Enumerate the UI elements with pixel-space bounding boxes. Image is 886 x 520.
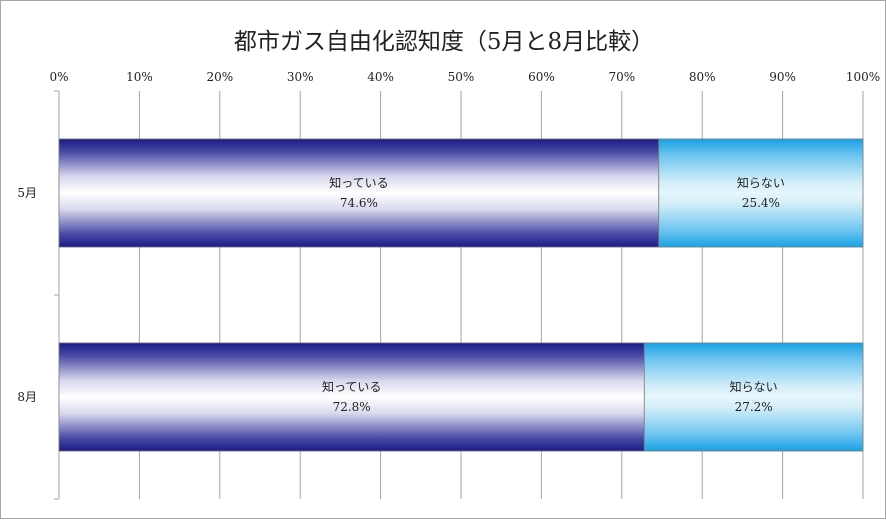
data-label-value: 25.4% <box>742 196 780 210</box>
x-tick-label: 30% <box>287 70 314 84</box>
bar-known <box>58 342 645 452</box>
category-label: 5月 <box>17 186 37 200</box>
x-tick-label: 60% <box>528 70 555 84</box>
category-label: 8月 <box>17 390 37 404</box>
category-label-layer: 5月 8月 <box>17 186 37 404</box>
chart-title: 都市ガス自由化認知度（5月と8月比較） <box>234 29 654 55</box>
bar-unknown <box>643 342 864 452</box>
bar-known <box>58 138 660 248</box>
x-tick-label: 0% <box>49 70 68 84</box>
data-label-layer: 知っている 74.6% 知らない 25.4% 知っている 72.8% 知らない 27.2% <box>322 176 785 414</box>
x-tick-label: 50% <box>448 70 475 84</box>
data-label-series: 知らない <box>730 380 778 394</box>
data-label-value: 27.2% <box>735 400 773 414</box>
x-tick-label: 20% <box>206 70 233 84</box>
data-label-value: 74.6% <box>340 196 378 210</box>
x-tick-label: 70% <box>608 70 635 84</box>
x-tick-label: 100% <box>846 70 880 84</box>
x-tick-label: 40% <box>367 70 394 84</box>
data-label-series: 知っている <box>322 380 381 394</box>
bar-unknown <box>658 138 864 248</box>
data-label-value: 72.8% <box>333 400 371 414</box>
x-tick-label: 90% <box>769 70 796 84</box>
tick-label-layer: 0% 10% 20% 30% 40% 50% 60% 70% 80% 90% 100% <box>49 70 880 84</box>
x-tick-label: 10% <box>126 70 153 84</box>
data-label-series: 知らない <box>737 176 785 190</box>
x-tick-label: 80% <box>689 70 716 84</box>
data-label-series: 知っている <box>329 176 388 190</box>
bar-layer <box>58 138 864 452</box>
